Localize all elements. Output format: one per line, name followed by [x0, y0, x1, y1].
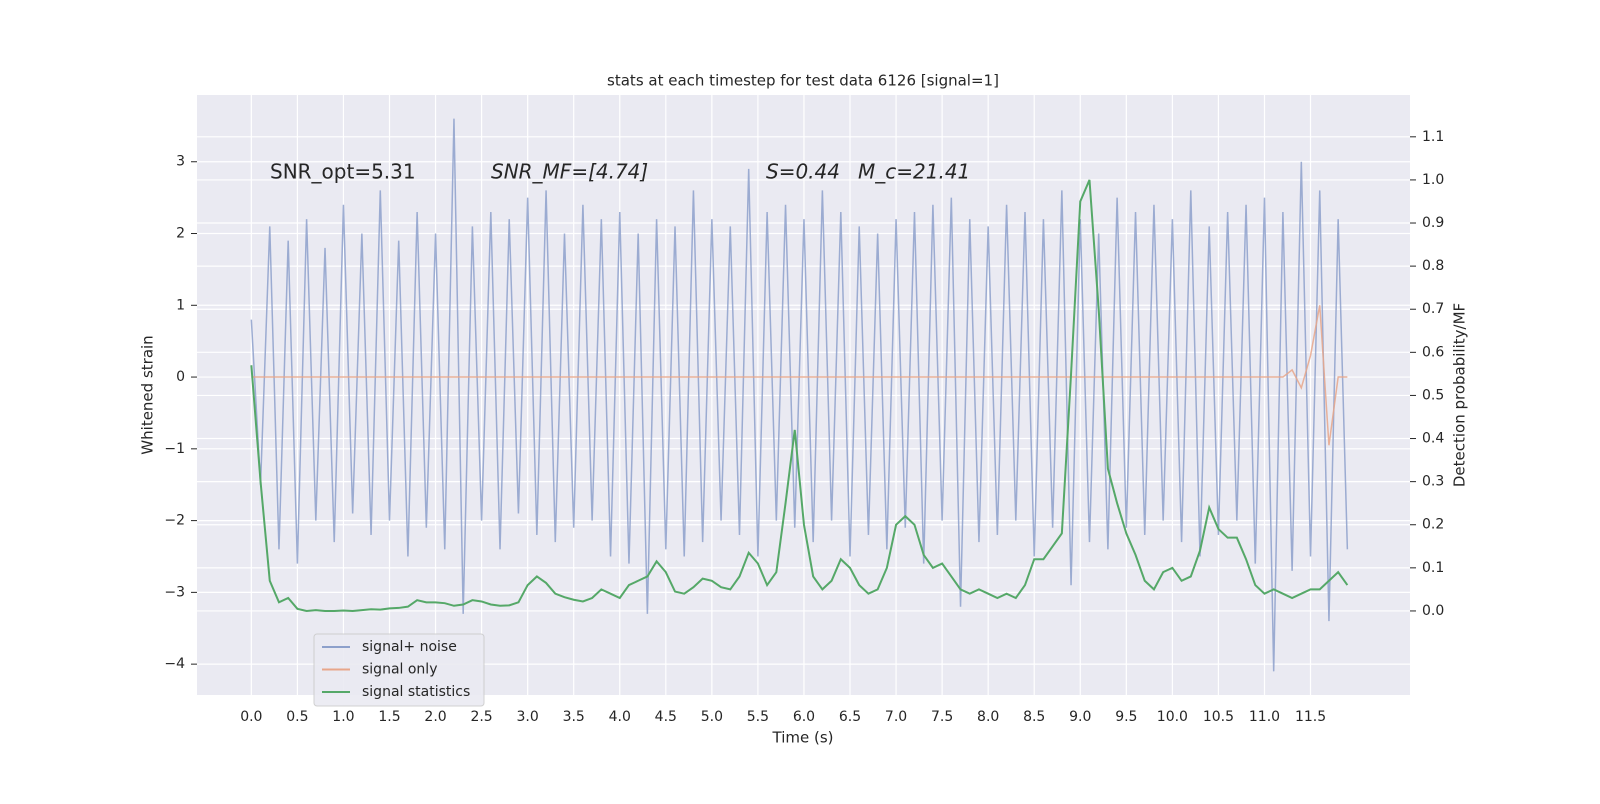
y-tick-label: 2: [176, 226, 185, 242]
legend-box: [313, 633, 485, 707]
y2-tick-label: 1.1: [1422, 129, 1444, 145]
y2-tick-label: 0.6: [1422, 344, 1444, 360]
legend-label: signal statistics: [362, 684, 470, 700]
y2-tick-label: 0.7: [1422, 301, 1444, 317]
x-tick-label: 4.5: [655, 709, 677, 725]
y2-tick-label: 0.5: [1422, 387, 1444, 403]
y-tick-label: −4: [164, 656, 185, 672]
x-tick-label: 5.0: [701, 709, 723, 725]
y2-tick-label: 0.0: [1422, 603, 1444, 619]
x-tick-label: 9.0: [1069, 709, 1091, 725]
y-tick-label: 1: [176, 297, 185, 313]
series-line: [251, 305, 1348, 446]
x-tick-label: 7.5: [931, 709, 953, 725]
x-tick-label: 0.5: [286, 709, 308, 725]
legend: signal+ noise signal only signal statistic…: [313, 633, 485, 707]
x-tick-label: 1.5: [378, 709, 400, 725]
annotation: SNR_opt=5.31: [270, 160, 416, 184]
y-axis-label: Whitened strain: [139, 335, 157, 454]
y2-tick-label: 0.4: [1422, 431, 1444, 447]
y-tick-label: −2: [164, 513, 185, 529]
x-tick-label: 3.5: [563, 709, 585, 725]
series-line: [250, 179, 1349, 612]
legend-label: signal only: [362, 662, 437, 678]
y-tick-label: 3: [176, 154, 185, 170]
x-tick-label: 0.0: [240, 709, 262, 725]
x-tick-label: 3.0: [517, 709, 539, 725]
x-tick-label: 6.0: [793, 709, 815, 725]
y-tick-label: 0: [176, 369, 185, 385]
x-tick-label: 2.5: [470, 709, 492, 725]
x-tick-label: 8.0: [977, 709, 999, 725]
x-tick-label: 4.0: [609, 709, 631, 725]
series-line: [250, 118, 1349, 672]
annotation: SNR_MF=[4.74]: [491, 160, 648, 184]
x-tick-label: 10.0: [1157, 709, 1188, 725]
x-tick-label: 2.0: [424, 709, 446, 725]
legend-label: signal+ noise: [362, 639, 457, 655]
annotation: M_c=21.41: [858, 160, 970, 184]
y2-tick-label: 1.0: [1422, 172, 1444, 188]
y2-tick-label: 0.2: [1422, 517, 1444, 533]
x-tick-label: 11.0: [1249, 709, 1280, 725]
x-tick-label: 1.0: [332, 709, 354, 725]
y2-tick-label: 0.3: [1422, 474, 1444, 490]
x-tick-label: 6.5: [839, 709, 861, 725]
y2-tick-label: 0.1: [1422, 560, 1444, 576]
x-tick-label: 9.5: [1115, 709, 1137, 725]
x-tick-label: 10.5: [1203, 709, 1234, 725]
x-tick-label: 8.5: [1023, 709, 1045, 725]
chart-title: stats at each timestep for test data 612…: [607, 72, 999, 90]
y2-tick-label: 0.8: [1422, 258, 1444, 274]
annotation: S=0.44: [766, 160, 840, 184]
y-tick-label: −3: [164, 584, 185, 600]
y-tick-label: −1: [164, 441, 185, 457]
y2-tick-label: 0.9: [1422, 215, 1444, 231]
y2-axis-label: Detection probability/MF: [1451, 303, 1469, 487]
x-axis-label: Time (s): [772, 729, 834, 747]
x-tick-label: 11.5: [1295, 709, 1326, 725]
x-tick-label: 5.5: [747, 709, 769, 725]
x-tick-label: 7.0: [885, 709, 907, 725]
